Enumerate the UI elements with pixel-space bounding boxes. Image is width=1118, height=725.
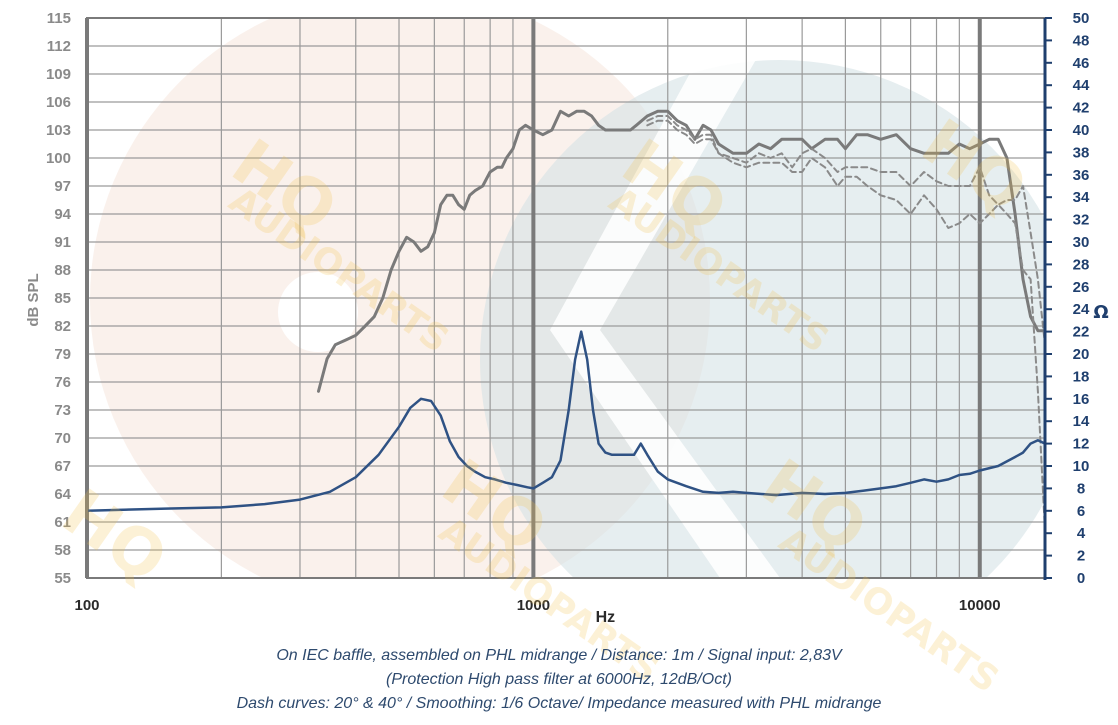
left-tick-label: 94 xyxy=(54,206,71,223)
left-tick-label: 109 xyxy=(46,66,71,83)
right-tick-label: 46 xyxy=(1073,55,1090,72)
right-tick-label: 24 xyxy=(1073,301,1090,318)
right-tick-label: 14 xyxy=(1073,413,1090,430)
left-tick-label: 73 xyxy=(54,402,71,419)
right-tick-label: 8 xyxy=(1077,480,1085,497)
left-tick-label: 112 xyxy=(47,38,71,55)
x-tick-label: 1000 xyxy=(517,597,550,614)
right-tick-label: 38 xyxy=(1073,144,1090,161)
right-tick-label: 34 xyxy=(1073,189,1090,206)
y2-axis-label: Ω xyxy=(1093,302,1108,323)
spl-on-axis-line xyxy=(317,109,1045,393)
bg-circle-teal xyxy=(480,60,1045,578)
right-tick-label: 4 xyxy=(1077,525,1086,542)
right-tick-label: 12 xyxy=(1073,436,1090,453)
right-tick-label: 2 xyxy=(1077,548,1085,565)
left-tick-label: 76 xyxy=(54,374,71,391)
right-tick-label: 28 xyxy=(1073,256,1090,273)
impedance-line xyxy=(87,330,1045,513)
x-tick-label: 100 xyxy=(74,597,99,614)
left-tick-label: 64 xyxy=(54,486,71,503)
right-tick-label: 20 xyxy=(1073,346,1090,363)
spl-20deg-line xyxy=(646,115,1045,346)
left-tick-label: 106 xyxy=(46,94,71,111)
right-tick-label: 32 xyxy=(1073,212,1090,229)
right-tick-label: 42 xyxy=(1073,100,1090,117)
bg-circle-white xyxy=(278,272,358,352)
y-axis-label: dB SPL xyxy=(25,273,42,326)
left-tick-label: 82 xyxy=(54,318,71,335)
right-tick-label: 0 xyxy=(1077,570,1085,587)
right-tick-label: 10 xyxy=(1073,458,1090,475)
background-shapes xyxy=(90,18,1045,578)
caption-line-3: Dash curves: 20° & 40° / Smoothing: 1/6 … xyxy=(236,695,882,712)
caption-line-2: (Protection High pass filter at 6000Hz, … xyxy=(386,671,732,688)
right-tick-label: 22 xyxy=(1073,324,1090,341)
left-tick-label: 91 xyxy=(54,234,71,251)
grid xyxy=(85,17,1045,579)
right-tick-label: 44 xyxy=(1073,77,1090,94)
left-tick-label: 61 xyxy=(54,514,71,531)
right-tick-label: 30 xyxy=(1073,234,1090,251)
right-tick-label: 50 xyxy=(1073,10,1090,27)
right-tick-label: 6 xyxy=(1077,503,1085,520)
right-tick-label: 16 xyxy=(1073,391,1090,408)
axes: 1151121091061031009794918885827976737067… xyxy=(25,10,1109,626)
left-tick-label: 55 xyxy=(54,570,71,587)
left-tick-label: 58 xyxy=(54,542,71,559)
x-axis-label: Hz xyxy=(596,609,616,626)
caption-line-1: On IEC baffle, assembled on PHL midrange… xyxy=(276,647,842,664)
right-tick-label: 26 xyxy=(1073,279,1090,296)
left-tick-label: 70 xyxy=(54,430,71,447)
left-tick-label: 97 xyxy=(54,178,71,195)
right-tick-label: 18 xyxy=(1073,368,1090,385)
left-tick-label: 85 xyxy=(54,290,71,307)
right-tick-label: 40 xyxy=(1073,122,1090,139)
right-tick-label: 48 xyxy=(1073,32,1090,49)
x-tick-label: 10000 xyxy=(959,597,1001,614)
left-tick-label: 79 xyxy=(54,346,71,363)
series-group xyxy=(87,109,1045,533)
left-tick-label: 67 xyxy=(54,458,71,475)
right-tick-label: 36 xyxy=(1073,167,1090,184)
spl-40deg-line xyxy=(646,119,1045,533)
left-tick-label: 115 xyxy=(47,10,71,27)
left-tick-label: 88 xyxy=(54,262,71,279)
left-tick-label: 100 xyxy=(46,150,71,167)
left-tick-label: 103 xyxy=(46,122,71,139)
